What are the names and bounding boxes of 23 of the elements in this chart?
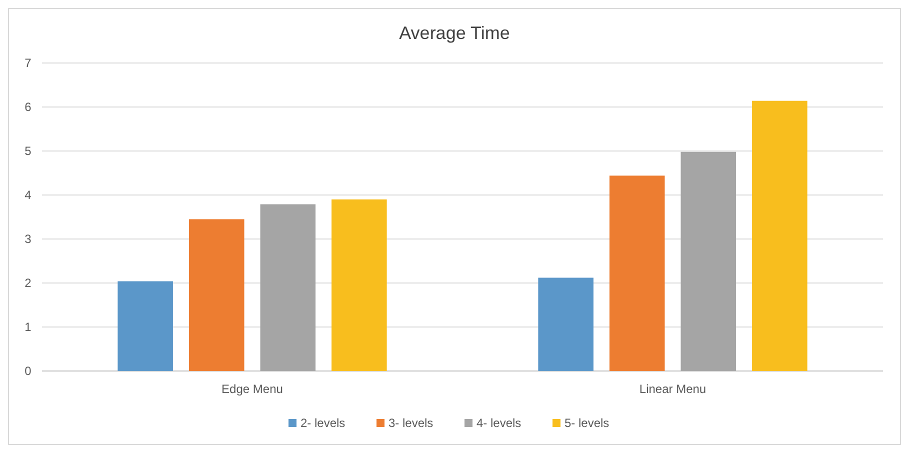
bar [680,152,736,371]
bar [188,219,244,371]
bar [538,278,594,371]
bar [332,199,387,371]
y-tick-label: 0 [24,364,32,378]
legend-label: 4- levels [476,416,522,430]
y-tick-label: 1 [24,320,32,334]
x-tick-label: Edge Menu [222,382,283,396]
y-tick-label: 4 [24,188,32,202]
bar [260,204,316,371]
y-tick-label: 7 [24,56,32,70]
y-tick-label: 3 [24,232,32,246]
y-tick-label: 5 [24,144,32,158]
bar [609,176,665,371]
legend-label: 5- levels [564,416,610,430]
legend-label: 2- levels [300,416,346,430]
legend-label: 3- levels [388,416,434,430]
y-tick-label: 2 [24,276,32,290]
bar [752,100,808,371]
y-tick-label: 6 [24,100,32,114]
bar [118,281,173,371]
chart-title: Average Time [399,23,510,43]
x-tick-label: Linear Menu [639,382,706,396]
